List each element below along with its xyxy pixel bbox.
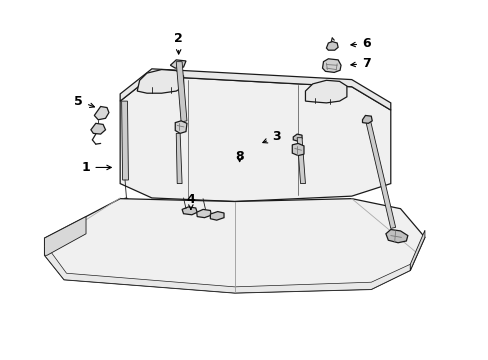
Circle shape [391,240,397,245]
Polygon shape [44,217,86,255]
Polygon shape [175,121,186,134]
Polygon shape [196,210,211,218]
Text: 6: 6 [350,37,370,50]
Polygon shape [44,250,409,293]
Polygon shape [182,207,197,215]
Text: 5: 5 [74,95,94,108]
Text: 4: 4 [186,193,195,210]
Circle shape [235,174,241,179]
Polygon shape [44,199,424,293]
Text: 3: 3 [262,130,280,144]
Polygon shape [305,80,346,103]
Polygon shape [292,143,304,156]
Polygon shape [176,134,182,184]
Polygon shape [122,101,128,180]
Text: 8: 8 [235,150,244,163]
Polygon shape [362,116,371,123]
Polygon shape [385,229,407,243]
Polygon shape [210,212,224,220]
Text: 1: 1 [81,161,111,174]
Polygon shape [120,76,390,202]
Polygon shape [322,59,340,72]
Polygon shape [365,120,395,228]
Polygon shape [91,123,105,134]
Polygon shape [137,69,183,93]
Polygon shape [94,107,109,120]
Text: 2: 2 [174,32,183,54]
Polygon shape [326,41,337,50]
Polygon shape [120,69,390,110]
Polygon shape [170,60,185,68]
Polygon shape [293,134,302,141]
Circle shape [123,198,128,202]
Polygon shape [297,138,305,184]
Polygon shape [409,230,424,270]
Polygon shape [176,62,186,122]
Text: 7: 7 [350,57,370,70]
